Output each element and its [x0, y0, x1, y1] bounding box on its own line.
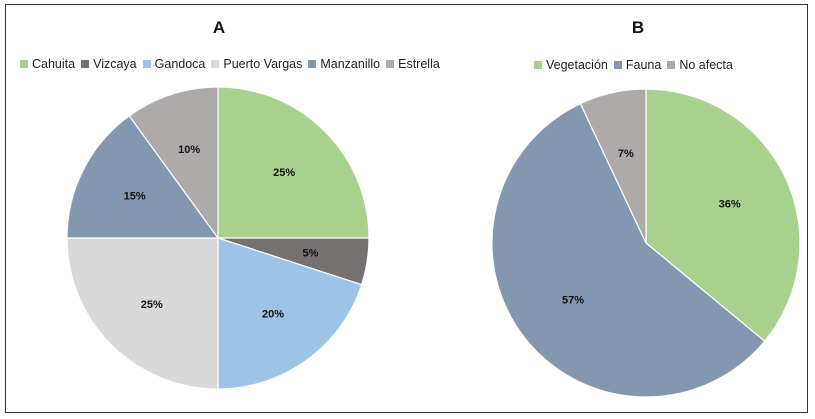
chart-a-legend-swatch	[308, 60, 317, 68]
chart-panel-a: A Cahuita Vizcaya Gandoca Puerto Vargas Manz…	[6, 5, 446, 414]
chart-a-legend-swatch	[386, 60, 395, 68]
chart-b-legend-item-fauna: Fauna	[613, 58, 662, 72]
chart-b-data-label-vegetacion: 36%	[719, 199, 741, 211]
chart-b-slice-no-afecta	[579, 88, 647, 244]
chart-a-slice-puerto-vargas	[66, 237, 219, 390]
chart-a-data-label-gandoca: 20%	[262, 309, 284, 321]
chart-a-legend-label: Puerto Vargas	[223, 57, 303, 71]
chart-b-data-label-fauna: 57%	[562, 295, 584, 307]
chart-a-legend-item-gandoca: Gandoca	[142, 57, 206, 71]
chart-a-pie: 25% 5% 20% 25% 15% 10%	[66, 86, 370, 390]
chart-b-legend-label: Vegetación	[546, 58, 608, 72]
chart-a-legend-label: Vizcaya	[93, 57, 137, 71]
chart-a-legend-item-vizcaya: Vizcaya	[81, 57, 137, 71]
chart-a-data-label-vizcaya: 5%	[303, 248, 319, 260]
chart-a-slice-gandoca	[217, 237, 363, 390]
chart-a-legend-label: Gandoca	[154, 57, 206, 71]
chart-b-legend-label: Fauna	[625, 58, 662, 72]
chart-a-data-label-puerto-vargas: 25%	[141, 299, 163, 311]
chart-b-slice-vegetacion	[645, 88, 801, 343]
chart-a-slice-cahuita	[217, 86, 370, 239]
chart-a-legend-swatch	[20, 60, 28, 68]
chart-b-slice-fauna	[491, 102, 766, 398]
chart-a-data-label-manzanillo: 15%	[124, 191, 146, 203]
chart-a-slice-estrella	[128, 86, 219, 240]
chart-a-legend-item-manzanillo: Manzanillo	[308, 57, 380, 71]
chart-a-legend-item-puerto-vargas: Puerto Vargas	[211, 57, 302, 71]
chart-a-title: A	[212, 18, 226, 37]
chart-b-legend-label: No afecta	[679, 58, 733, 72]
chart-b-legend-item-no-afecta: No afecta	[667, 58, 733, 72]
figure-frame: A Cahuita Vizcaya Gandoca Puerto Vargas Manz…	[5, 4, 808, 413]
chart-b-legend-swatch	[534, 61, 542, 69]
chart-a-legend-swatch	[211, 60, 220, 68]
chart-a-legend: Cahuita Vizcaya Gandoca Puerto Vargas Manzan…	[20, 57, 446, 71]
chart-a-data-label-cahuita: 25%	[273, 167, 295, 179]
chart-a-data-label-estrella: 10%	[178, 144, 200, 156]
chart-a-slice-manzanillo	[66, 115, 220, 239]
chart-a-legend-swatch	[142, 60, 151, 68]
chart-panel-b: B Vegetación Fauna No afecta 36% 57% 7%	[446, 5, 814, 414]
chart-b-legend: Vegetación Fauna No afecta	[534, 58, 739, 72]
chart-a-legend-swatch	[81, 60, 90, 68]
chart-b-title: B	[631, 18, 645, 37]
chart-b-legend-swatch	[667, 61, 676, 69]
chart-b-pie: 36% 57% 7%	[491, 88, 801, 398]
chart-b-legend-swatch	[613, 61, 622, 69]
chart-b-data-label-no-afecta: 7%	[618, 148, 634, 160]
chart-a-legend-item-estrella: Estrella	[386, 57, 440, 71]
chart-a-legend-item-cahuita: Cahuita	[20, 57, 75, 71]
chart-a-legend-label: Manzanillo	[320, 57, 381, 71]
chart-a-legend-label: Estrella	[398, 57, 440, 71]
chart-b-legend-item-vegetacion: Vegetación	[534, 58, 608, 72]
chart-a-legend-label: Cahuita	[32, 57, 76, 71]
